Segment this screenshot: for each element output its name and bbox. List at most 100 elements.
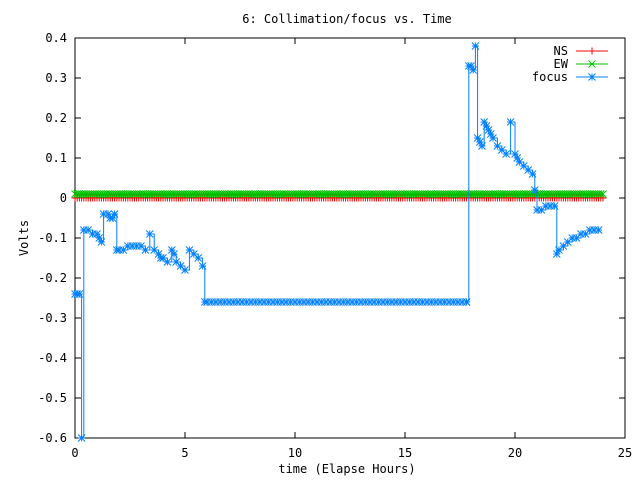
y-tick-label: 0.1 xyxy=(45,151,67,165)
marker-stroke xyxy=(511,150,519,158)
marker-stroke xyxy=(194,254,203,262)
data-point xyxy=(181,266,189,274)
data-point xyxy=(478,142,486,150)
data-point xyxy=(469,66,478,74)
marker-stroke xyxy=(84,226,93,234)
marker-stroke xyxy=(469,66,478,74)
data-point xyxy=(150,246,159,254)
legend-label: EW xyxy=(554,57,569,71)
x-tick-label: 15 xyxy=(398,446,412,460)
y-axis: -0.6 -0.5 -0.4 -0.3 -0.2 -0.1 0 0.1 0.2 0.3 0.4 xyxy=(38,31,625,445)
marker-stroke xyxy=(530,186,539,194)
y-tick-label: -0.2 xyxy=(38,271,67,285)
legend-marker xyxy=(588,73,596,81)
data-point xyxy=(497,146,506,154)
legend-marker xyxy=(588,47,596,55)
data-point xyxy=(172,258,181,266)
marker-stroke xyxy=(189,250,198,258)
x-tick-label: 0 xyxy=(71,446,78,460)
marker-stroke xyxy=(167,246,176,254)
y-tick-label: -0.6 xyxy=(38,431,67,445)
y-tick-label: 0.4 xyxy=(45,31,67,45)
marker-stroke xyxy=(588,60,596,68)
x-tick-label: 5 xyxy=(181,446,188,460)
marker-stroke xyxy=(478,142,486,150)
data-point xyxy=(141,246,150,254)
series-ew xyxy=(71,190,607,198)
data-point xyxy=(77,434,86,442)
marker-stroke xyxy=(502,150,511,158)
marker-stroke xyxy=(519,162,528,170)
marker-stroke xyxy=(596,190,605,198)
marker-stroke xyxy=(185,246,194,254)
chart-title: 6: Collimation/focus vs. Time xyxy=(242,12,452,26)
marker-stroke xyxy=(513,154,522,162)
marker-stroke xyxy=(467,62,475,70)
marker-stroke xyxy=(181,266,189,274)
y-tick-label: -0.5 xyxy=(38,391,67,405)
data-point xyxy=(471,42,480,50)
marker-stroke xyxy=(93,230,101,238)
data-point xyxy=(194,254,203,262)
marker-stroke xyxy=(489,134,497,142)
series-layer xyxy=(71,42,607,442)
marker-stroke xyxy=(480,118,489,126)
data-point xyxy=(502,150,511,158)
marker-stroke xyxy=(77,434,86,442)
marker-stroke xyxy=(198,262,207,270)
marker-stroke xyxy=(145,230,154,238)
marker-stroke xyxy=(154,250,163,258)
data-point xyxy=(75,290,84,298)
y-tick-label: -0.4 xyxy=(38,351,67,365)
marker-stroke xyxy=(95,234,104,242)
x-tick-label: 25 xyxy=(618,446,632,460)
marker-stroke xyxy=(506,118,515,126)
data-point xyxy=(506,118,515,126)
legend-label: focus xyxy=(532,70,568,84)
x-axis-label: time (Elapse Hours) xyxy=(278,462,415,476)
data-point xyxy=(599,190,607,198)
marker-stroke xyxy=(110,210,119,218)
marker-stroke xyxy=(550,202,559,210)
marker-stroke xyxy=(599,190,607,198)
marker-stroke xyxy=(497,146,506,154)
legend-label: NS xyxy=(554,44,568,58)
data-point xyxy=(462,298,471,306)
marker-stroke xyxy=(150,246,159,254)
data-point xyxy=(110,210,119,218)
marker-stroke xyxy=(484,126,493,134)
data-point xyxy=(145,230,154,238)
marker-stroke xyxy=(170,250,178,258)
x-tick-label: 20 xyxy=(508,446,522,460)
x-axis: 0 5 10 15 20 25 xyxy=(71,38,632,460)
marker-stroke xyxy=(462,298,471,306)
y-tick-label: -0.1 xyxy=(38,231,67,245)
legend-marker xyxy=(588,60,596,68)
series-focus xyxy=(71,42,603,442)
data-point xyxy=(163,258,172,266)
plot-frame xyxy=(74,37,626,439)
series-ns xyxy=(71,194,607,202)
marker-stroke xyxy=(473,134,482,142)
y-tick-label: 0.2 xyxy=(45,111,67,125)
data-point xyxy=(596,190,605,198)
data-point xyxy=(528,170,537,178)
data-point xyxy=(482,122,491,130)
marker-stroke xyxy=(482,122,491,130)
x-tick-label: 10 xyxy=(288,446,302,460)
marker-stroke xyxy=(137,242,145,250)
marker-stroke xyxy=(524,166,533,174)
marker-stroke xyxy=(528,170,537,178)
data-point xyxy=(198,262,207,270)
data-point xyxy=(530,186,539,194)
y-axis-label: Volts xyxy=(17,220,31,256)
marker-stroke xyxy=(97,238,106,246)
marker-stroke xyxy=(493,142,502,150)
data-point xyxy=(550,202,559,210)
marker-stroke xyxy=(515,158,524,166)
marker-stroke xyxy=(141,246,150,254)
marker-stroke xyxy=(159,254,167,262)
marker-stroke xyxy=(588,73,596,81)
